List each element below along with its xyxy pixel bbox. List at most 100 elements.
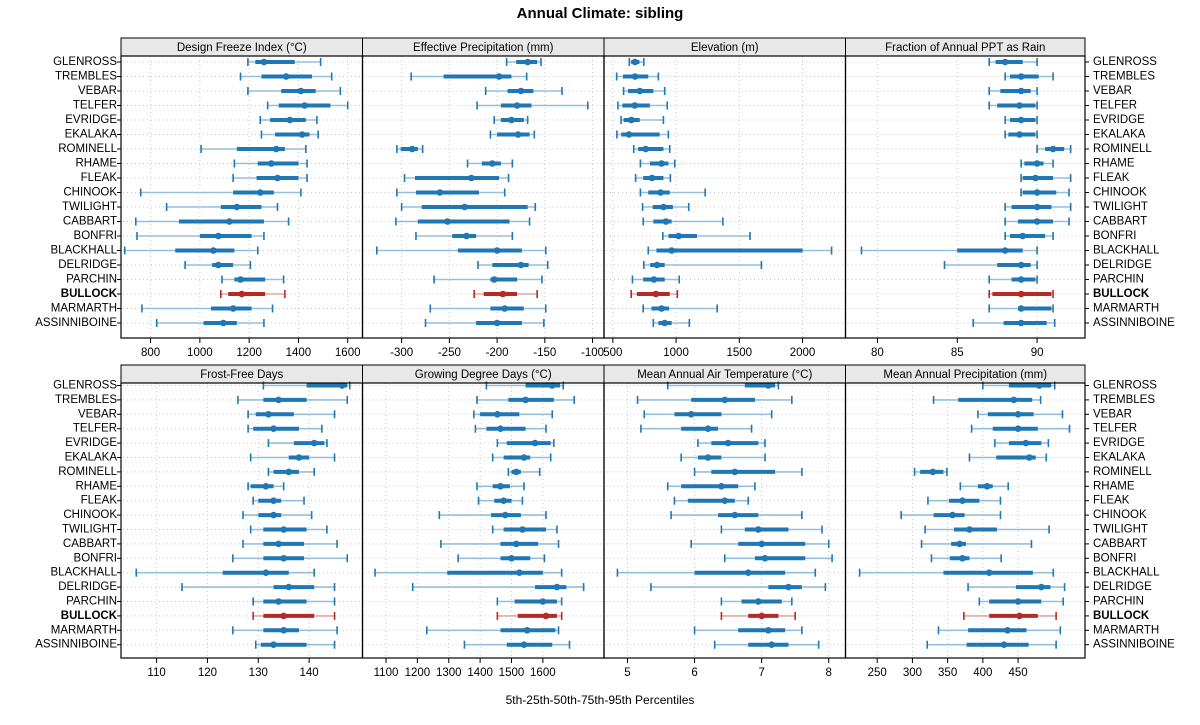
median-dot [523,627,531,634]
station-label-left: BONFRI [74,230,117,242]
median-dot [650,276,658,283]
panel-header-title: Fraction of Annual PPT as Rain [885,42,1045,54]
station-label-right: FLEAK [1093,495,1130,507]
panel-border [120,382,364,659]
x-tick-label: 300 [903,667,922,679]
panel-border [603,382,847,659]
station-label-right: EKALAKA [1093,452,1146,464]
median-dot [1016,131,1023,138]
station-label-left: BLACKHALL [51,245,118,257]
x-tick-label: 1000 [663,347,689,359]
median-dot [625,131,633,138]
x-tick-label: 2000 [790,347,816,359]
median-dot [959,555,966,562]
median-dot [758,540,765,548]
station-label-right: BLACKHALL [1093,245,1160,257]
median-dot [301,102,308,109]
x-tick-label: -300 [390,347,413,359]
station-label-left: DELRIDGE [58,581,117,593]
x-tick-label: 7 [758,667,764,679]
median-dot [1014,598,1022,605]
panel-border [844,382,1086,659]
median-dot [1000,641,1008,648]
median-dot [657,189,664,196]
median-dot [1010,396,1018,404]
median-dot [548,382,556,389]
median-dot [275,540,282,548]
median-dot [1014,411,1022,418]
station-label-right: MARMARTH [1093,624,1159,636]
station-label-left: TREMBLES [55,71,117,83]
median-dot [274,174,281,182]
x-tick-label: -200 [486,347,509,359]
median-dot [1017,305,1025,312]
median-dot [519,526,526,533]
station-label-left: FLEAK [81,172,118,184]
station-label-right: CABBART [1093,216,1147,228]
median-dot [704,454,712,461]
median-dot [949,511,956,519]
station-label-left: TREMBLES [55,394,117,406]
median-dot [265,411,272,418]
station-label-right: BULLOCK [1093,288,1150,300]
median-dot [959,497,966,505]
median-dot [539,598,547,605]
median-dot [631,58,639,66]
median-dot [508,116,515,124]
station-label-right: CABBART [1093,538,1147,550]
x-tick-label: -100 [581,347,604,359]
station-label-right: BULLOCK [1093,610,1150,622]
median-dot [1035,382,1043,389]
median-dot [215,261,222,269]
x-tick-label: 80 [871,347,884,359]
station-label-right: TELFER [1093,100,1137,112]
station-label-right: DELRIDGE [1093,581,1152,593]
median-dot [219,319,227,327]
station-label-right: VEBAR [1093,408,1132,420]
x-tick-label: 1500 [726,347,752,359]
median-dot [298,131,306,138]
median-dot [754,598,762,605]
median-dot [338,382,346,389]
median-dot [1017,319,1025,327]
panel-header-title: Elevation (m) [691,42,759,54]
station-label-left: MARMARTH [51,624,117,636]
x-tick-label: 140 [300,667,319,679]
median-dot [270,511,277,519]
station-label-left: TWILIGHT [62,201,117,213]
median-dot [501,305,509,312]
station-label-left: PARCHIN [66,274,117,286]
median-dot [215,232,222,240]
percentiles-caption: 5th-25th-50th-75th-95th Percentiles [505,693,695,707]
chart-title: Annual Climate: sibling [516,5,684,22]
x-tick-label: 1400 [467,667,493,679]
median-dot [493,319,501,327]
median-dot [270,425,277,433]
median-dot [497,483,504,490]
median-dot [522,396,529,404]
median-dot [1022,439,1030,447]
panel-border [844,55,1086,339]
x-tick-label: 500 [603,347,622,359]
station-label-right: RHAME [1093,158,1135,170]
median-dot [512,540,520,548]
median-dot [1049,145,1057,153]
median-dot [508,555,515,562]
median-dot [297,87,305,95]
median-dot [500,497,507,505]
median-dot [520,641,528,648]
station-label-left: FLEAK [81,495,118,507]
panel-header-title: Design Freeze Index (°C) [177,42,307,54]
station-label-left: EKALAKA [65,129,118,141]
median-dot [1032,174,1039,182]
station-label-right: DELRIDGE [1093,259,1152,271]
median-dot [731,468,739,476]
median-dot [675,232,682,240]
x-tick-label: 130 [249,667,268,679]
x-tick-label: 1500 [499,667,525,679]
median-dot [275,598,282,605]
median-dot [494,411,501,418]
median-dot [285,583,293,591]
station-label-left: BULLOCK [61,610,118,622]
station-label-left: CHINOOK [63,187,117,199]
